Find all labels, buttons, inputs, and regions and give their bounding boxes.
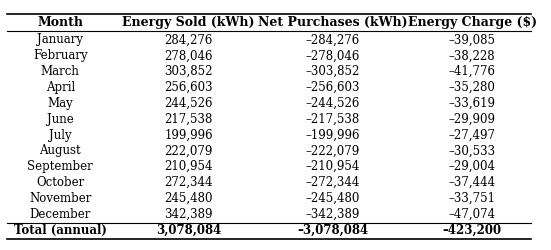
Text: October: October xyxy=(36,176,84,189)
Text: –278,046: –278,046 xyxy=(306,49,360,62)
Text: –244,526: –244,526 xyxy=(306,97,360,110)
Text: –33,751: –33,751 xyxy=(449,192,495,205)
Text: 284,276: 284,276 xyxy=(164,34,213,46)
Text: –37,444: –37,444 xyxy=(449,176,496,189)
Text: –33,619: –33,619 xyxy=(449,97,495,110)
Text: –29,004: –29,004 xyxy=(449,160,495,173)
Text: December: December xyxy=(30,208,91,221)
Text: –39,085: –39,085 xyxy=(449,34,495,46)
Text: –27,497: –27,497 xyxy=(449,128,495,141)
Text: 256,603: 256,603 xyxy=(164,81,213,94)
Text: 3,078,084: 3,078,084 xyxy=(156,224,222,237)
Text: –303,852: –303,852 xyxy=(306,65,360,78)
Text: Energy Charge ($): Energy Charge ($) xyxy=(408,16,537,29)
Text: –38,228: –38,228 xyxy=(449,49,495,62)
Text: 222,079: 222,079 xyxy=(164,144,213,158)
Text: –30,533: –30,533 xyxy=(449,144,496,158)
Text: –245,480: –245,480 xyxy=(306,192,360,205)
Text: 245,480: 245,480 xyxy=(164,192,213,205)
Text: November: November xyxy=(29,192,91,205)
Text: –342,389: –342,389 xyxy=(306,208,360,221)
Text: –199,996: –199,996 xyxy=(306,128,360,141)
Text: –423,200: –423,200 xyxy=(442,224,501,237)
Text: –3,078,084: –3,078,084 xyxy=(298,224,369,237)
Text: September: September xyxy=(28,160,93,173)
Text: –35,280: –35,280 xyxy=(449,81,495,94)
Text: Month: Month xyxy=(37,16,83,29)
Text: –272,344: –272,344 xyxy=(306,176,360,189)
Text: 210,954: 210,954 xyxy=(164,160,213,173)
Text: March: March xyxy=(41,65,80,78)
Text: –29,909: –29,909 xyxy=(449,113,495,126)
Text: 342,389: 342,389 xyxy=(164,208,213,221)
Text: 217,538: 217,538 xyxy=(164,113,213,126)
Text: February: February xyxy=(33,49,88,62)
Text: May: May xyxy=(47,97,73,110)
Text: 244,526: 244,526 xyxy=(164,97,213,110)
Text: July: July xyxy=(49,128,72,141)
Text: –256,603: –256,603 xyxy=(306,81,360,94)
Text: –210,954: –210,954 xyxy=(306,160,360,173)
Text: –47,074: –47,074 xyxy=(449,208,496,221)
Text: 199,996: 199,996 xyxy=(164,128,213,141)
Text: June: June xyxy=(47,113,74,126)
Text: April: April xyxy=(46,81,75,94)
Text: Energy Sold (kWh): Energy Sold (kWh) xyxy=(122,16,255,29)
Text: –217,538: –217,538 xyxy=(306,113,360,126)
Text: 303,852: 303,852 xyxy=(164,65,213,78)
Text: Total (annual): Total (annual) xyxy=(14,224,107,237)
Text: January: January xyxy=(37,34,83,46)
Text: –284,276: –284,276 xyxy=(306,34,360,46)
Text: –41,776: –41,776 xyxy=(449,65,495,78)
Text: Net Purchases (kWh): Net Purchases (kWh) xyxy=(258,16,408,29)
Text: 272,344: 272,344 xyxy=(164,176,213,189)
Text: 278,046: 278,046 xyxy=(164,49,213,62)
Text: August: August xyxy=(40,144,81,158)
Text: –222,079: –222,079 xyxy=(306,144,360,158)
